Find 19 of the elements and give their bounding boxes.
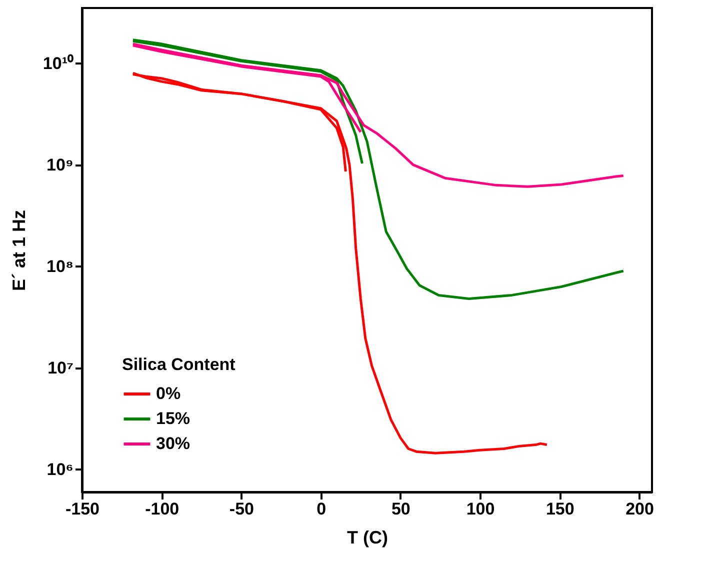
x-tick-label: -100 [145, 500, 180, 518]
legend-label: 30% [156, 434, 190, 453]
x-tick-label: 0 [316, 500, 326, 518]
x-tick-label: 50 [391, 500, 410, 518]
x-tick-label: -150 [65, 500, 100, 518]
x-tick-label: -50 [229, 500, 254, 518]
y-tick-label: 10⁹ [46, 155, 74, 174]
x-tick-label: 100 [466, 500, 495, 518]
y-tick-label: 10⁸ [46, 256, 74, 276]
legend-label: 15% [156, 409, 190, 428]
x-tick-label: 200 [626, 500, 654, 518]
legend-label: 0% [156, 384, 181, 403]
x-axis-title: T (C) [347, 528, 388, 548]
x-tick-label: 150 [546, 500, 574, 518]
y-axis-title: E´ at 1 Hz [8, 210, 29, 292]
y-tick-label: 10¹⁰ [42, 54, 74, 73]
y-tick-label: 10⁶ [46, 460, 74, 479]
legend-title: Silica Content [122, 355, 236, 374]
y-tick-label: 10⁷ [48, 358, 74, 378]
